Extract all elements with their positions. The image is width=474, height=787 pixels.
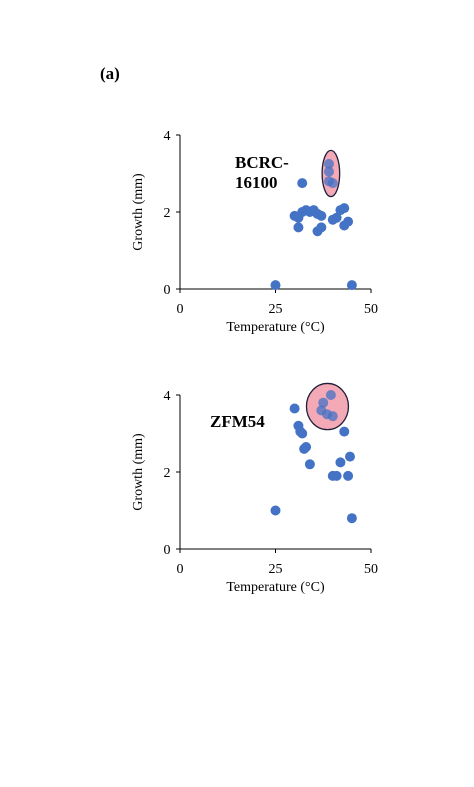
x-axis-label: Temperature (°C) [226,320,325,335]
x-tick-label: 50 [364,302,378,317]
data-point [297,428,308,439]
data-point [270,505,281,516]
data-point [297,178,308,189]
data-point [293,222,304,233]
data-point [346,280,357,291]
x-tick-label: 25 [269,562,283,577]
x-tick-label: 0 [177,562,184,577]
scatter-chart-zfm54: 0 2 4 0 25 50 Temperature (°C) Growth (mm) ZFM54 [131,382,378,595]
y-tick-label: 4 [164,129,171,144]
data-point [316,222,327,233]
data-point [270,280,281,291]
data-point [339,203,350,214]
x-tick-label: 0 [177,302,184,317]
data-point [346,513,357,524]
data-point [339,426,350,437]
data-point [344,451,355,462]
data-point [339,220,350,231]
y-axis-label: Growth (mm) [131,173,146,251]
y-tick-label: 2 [164,206,171,221]
y-axis-label: Growth (mm) [131,433,146,511]
strain-annotation: BCRC-16100 [235,153,289,192]
data-point [343,470,354,481]
scatter-chart-bcrc: 0 2 4 0 25 50 Temperature (°C) Growth (mm) BCRC-… [131,129,378,335]
strain-annotation: ZFM54 [210,412,265,431]
data-point [301,441,312,452]
highlighted-data-point [318,397,329,408]
y-tick-label: 0 [164,543,171,558]
highlighted-data-point [327,178,338,189]
highlight-ellipse [305,382,350,431]
highlighted-data-point [323,158,334,169]
data-point [304,459,315,470]
highlighted-data-point [323,166,334,177]
data-point [289,403,300,414]
highlighted-data-point [327,411,338,422]
data-point [331,212,342,223]
y-tick-label: 0 [164,283,171,298]
data-point [316,210,327,221]
data-point [331,470,342,481]
panel-label: (a) [100,64,120,83]
x-tick-label: 25 [269,302,283,317]
highlighted-data-point [325,390,336,400]
y-tick-label: 2 [164,466,171,481]
x-axis-label: Temperature (°C) [226,580,325,595]
x-tick-label: 50 [364,562,378,577]
data-point [335,457,346,468]
y-tick-label: 4 [164,389,171,404]
